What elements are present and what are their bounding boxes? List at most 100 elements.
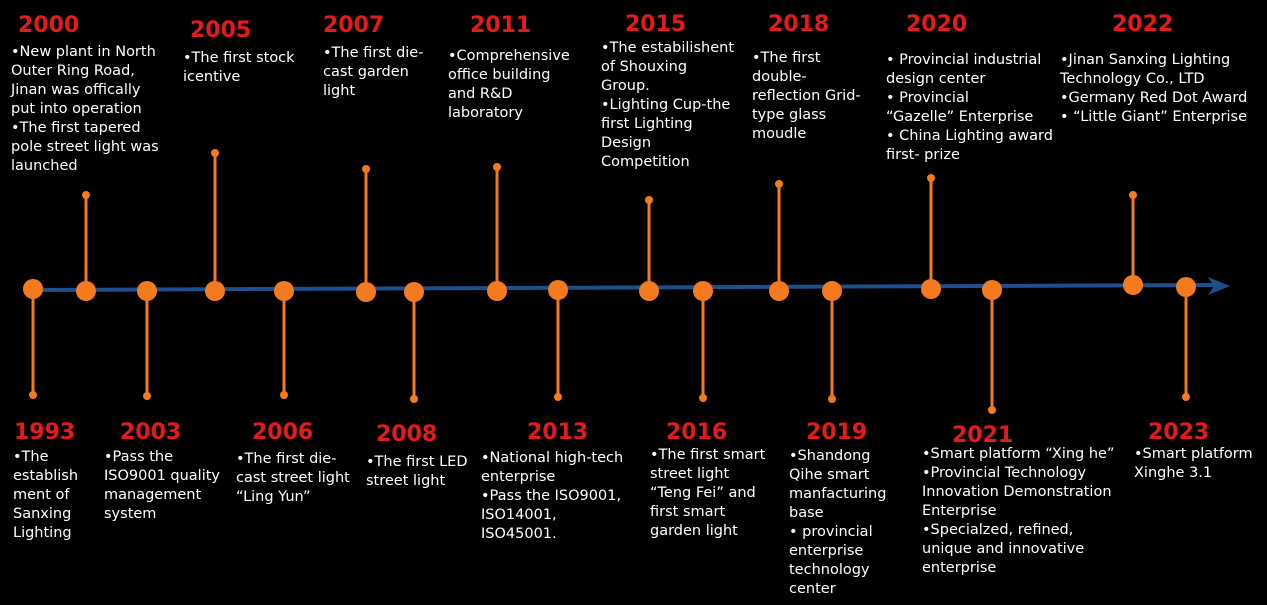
milestone-line: •Jinan Sanxing Lighting	[1060, 52, 1231, 68]
timeline-arrow-icon	[1208, 277, 1230, 295]
milestone-line: ISO45001.	[481, 526, 557, 542]
milestone-line: first- prize	[886, 147, 960, 163]
milestone-stem-end-2000	[82, 191, 90, 199]
milestone-line: cast street light	[236, 470, 350, 486]
milestone-line: •Germany Red Dot Award	[1060, 90, 1248, 106]
year-label-2000: 2000	[18, 13, 80, 38]
milestone-text-2018: •The first double-reflection Grid-type gl…	[752, 49, 861, 144]
milestone-line: •Comprehensive	[448, 48, 570, 64]
milestone-line: • China Lighting award	[886, 128, 1053, 144]
milestone-dot-2013	[548, 280, 568, 300]
milestone-dot-1993	[23, 279, 43, 299]
milestone-line: light	[323, 83, 356, 99]
milestone-text-2003: •Pass the ISO9001 quality management system	[104, 448, 220, 524]
milestone-line: first smart	[650, 504, 726, 520]
milestone-line: • Provincial industrial	[886, 52, 1042, 68]
milestone-line: Competition	[601, 154, 690, 170]
milestone-line: •New plant in North	[11, 44, 156, 60]
milestone-line: •Pass the	[104, 449, 174, 465]
milestone-line: of Shouxing	[601, 59, 688, 75]
milestone-line: unique and innovative	[922, 541, 1085, 557]
milestone-line: ISO9001 quality	[104, 468, 221, 484]
milestone-dot-2003	[137, 281, 157, 301]
milestone-dot-2005	[205, 281, 225, 301]
milestone-stem-end-2005	[211, 149, 219, 157]
year-label-2021: 2021	[952, 423, 1014, 448]
milestone-line: pole street light was	[11, 139, 159, 155]
milestone-line: double-	[752, 69, 807, 85]
milestone-stem-end-2021	[988, 406, 996, 414]
milestone-line: Innovation Demonstration	[922, 484, 1112, 500]
milestone-line: “Gazelle” Enterprise	[886, 109, 1034, 125]
milestone-line: Outer Ring Road,	[11, 63, 135, 79]
milestone-line: reflection Grid-	[752, 88, 861, 104]
milestone-stem-end-2011	[493, 163, 501, 171]
milestone-line: •National high-tech	[481, 450, 624, 466]
year-label-2006: 2006	[252, 420, 314, 445]
milestone-text-2016: •The first smart street light “Teng Fei” a…	[650, 446, 765, 541]
milestone-dot-2022	[1123, 275, 1143, 295]
milestone-line: launched	[11, 158, 78, 174]
milestone-line: system	[104, 506, 157, 522]
milestone-line: Sanxing	[13, 506, 72, 522]
milestone-text-2000: •New plant in North Outer Ring Road, Jinan…	[11, 43, 159, 176]
milestone-dot-2007	[356, 282, 376, 302]
milestone-line: Lighting	[13, 525, 72, 541]
milestone-line: •The	[13, 449, 49, 465]
year-label-2016: 2016	[666, 420, 728, 445]
milestone-stem-end-2020	[927, 174, 935, 182]
milestone-line: •The first	[752, 50, 821, 66]
milestone-line: street light	[650, 466, 730, 482]
milestone-stem-end-2016	[699, 394, 707, 402]
milestone-dot-2016	[693, 281, 713, 301]
milestone-line: garden light	[650, 523, 738, 539]
milestone-text-2007: •The first die-cast garden light	[323, 44, 423, 101]
milestone-line: •The first LED	[366, 454, 468, 470]
milestone-line: office building	[448, 67, 551, 83]
milestone-text-2015: •The estabilishent of Shouxing Group. •Ligh…	[601, 39, 734, 172]
milestone-line: laboratory	[448, 105, 523, 121]
milestone-line: Design	[601, 135, 652, 151]
milestone-line: Group.	[601, 78, 650, 94]
milestone-text-2020: • Provincial industrial design center • Pr…	[886, 51, 1053, 165]
timeline-axis	[29, 283, 1215, 292]
year-label-2020: 2020	[906, 12, 968, 37]
milestone-stem-end-2013	[554, 393, 562, 401]
year-label-2011: 2011	[470, 13, 532, 38]
year-label-1993: 1993	[14, 420, 76, 445]
milestone-dot-2008	[404, 282, 424, 302]
milestone-line: design center	[886, 71, 986, 87]
milestone-line: •Shandong	[789, 448, 871, 464]
year-label-2015: 2015	[625, 12, 687, 37]
milestone-line: establish	[13, 468, 79, 484]
milestone-text-2013: •National high-tech enterprise •Pass the I…	[481, 449, 623, 544]
milestone-text-1993: •The establish ment of Sanxing Lighting	[13, 448, 78, 543]
milestone-line: Technology Co., LTD	[1060, 71, 1205, 87]
year-label-2008: 2008	[376, 422, 438, 447]
milestone-stem-end-2003	[143, 392, 151, 400]
milestone-stem-end-2018	[775, 180, 783, 188]
milestone-dot-2018	[769, 281, 789, 301]
year-label-2007: 2007	[323, 13, 385, 38]
milestone-line: •The first die-	[236, 451, 337, 467]
milestone-line: •The estabilishent	[601, 40, 735, 56]
milestone-stem-end-2006	[280, 391, 288, 399]
milestone-line: enterprise	[481, 469, 556, 485]
milestone-stem-end-1993	[29, 391, 37, 399]
milestone-line: • “Little Giant” Enterprise	[1060, 109, 1247, 125]
milestone-dot-2020	[921, 279, 941, 299]
milestone-dot-2019	[822, 281, 842, 301]
milestone-stem-end-2008	[410, 395, 418, 403]
year-label-2023: 2023	[1148, 420, 1210, 445]
milestone-line: •Smart platform	[1134, 446, 1253, 462]
milestone-text-2023: •Smart platform Xinghe 3.1	[1134, 445, 1253, 483]
milestone-line: •Pass the ISO9001,	[481, 488, 622, 504]
milestone-text-2021: •Smart platform “Xing he” •Provincial Tec…	[922, 445, 1115, 578]
milestone-stem-end-2019	[828, 395, 836, 403]
milestone-line: •Provincial Technology	[922, 465, 1087, 481]
milestone-line: “Ling Yun”	[236, 489, 311, 505]
milestone-stem-end-2022	[1129, 191, 1137, 199]
milestone-line: Enterprise	[922, 503, 997, 519]
milestone-line: Qihe smart	[789, 467, 870, 483]
